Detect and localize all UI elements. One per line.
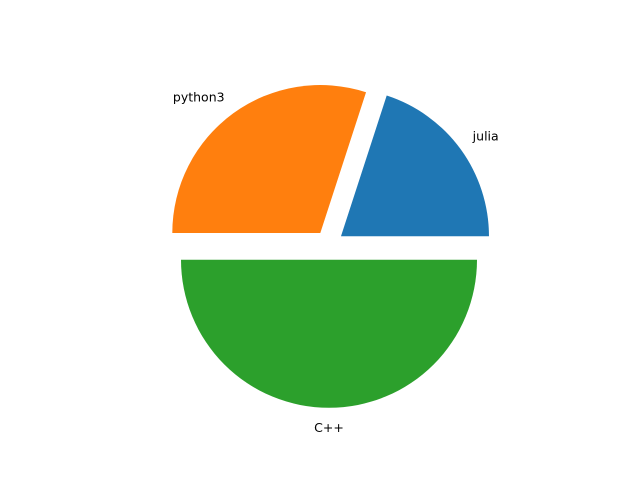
pie-slice-c- [181, 259, 477, 408]
pie-slice-python3 [172, 85, 367, 234]
pie-slices [172, 85, 489, 408]
pie-label: julia [472, 129, 499, 144]
pie-labels: julia python3 C++ [173, 89, 499, 435]
pie-label: C++ [314, 420, 344, 435]
pie-slice-julia [340, 95, 489, 237]
pie-label: python3 [173, 89, 225, 104]
